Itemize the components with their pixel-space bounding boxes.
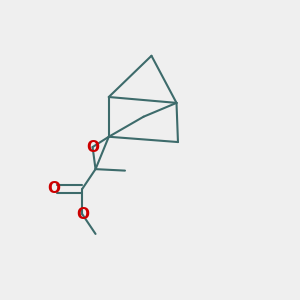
Text: O: O: [86, 140, 99, 154]
Text: O: O: [47, 182, 60, 196]
Text: O: O: [76, 207, 89, 222]
